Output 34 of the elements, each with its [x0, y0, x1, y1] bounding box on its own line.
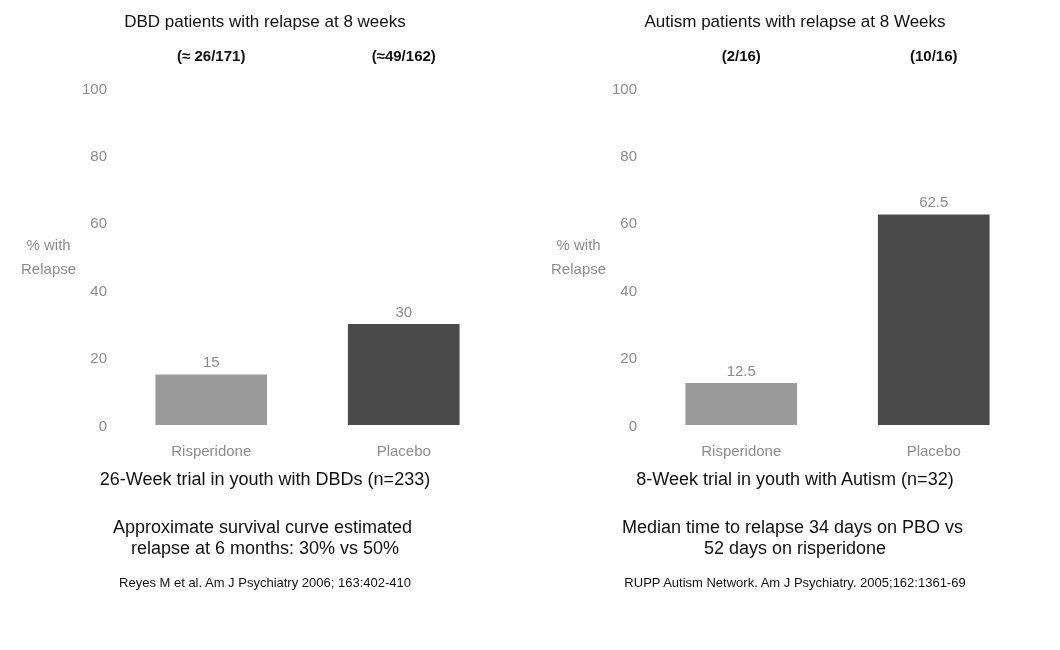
data-label: 62.5: [919, 193, 949, 211]
data-label: 15: [202, 353, 220, 371]
y-tick-label: 100: [611, 79, 637, 97]
y-tick-label: 60: [90, 214, 107, 232]
y-tick-label: 20: [620, 349, 637, 367]
y-axis-title: % with Relapse: [21, 236, 77, 277]
text: (≈49/162): [371, 47, 436, 64]
y-tick-label: 80: [90, 146, 107, 164]
y-tick-label: 100: [81, 79, 107, 97]
text: RUPP Autism Network. Am J Psychiatry. 2005;162:1361-69: [624, 575, 966, 590]
y-tick-label: 0: [98, 416, 107, 434]
y-tick-label: 0: [628, 416, 637, 434]
text: (≈ 26/171): [177, 47, 246, 64]
text: Reyes M et al. Am J Psychiatry 2006; 163:402-410: [119, 575, 411, 590]
chart-title: Autism patients with relapse at 8 Weeks: [644, 12, 946, 31]
text: Approximate survival curve estimated relapse at 6 months: 30% vs 50%: [112, 516, 418, 558]
data-label: 12.5: [726, 361, 756, 379]
text: (10/16): [909, 47, 958, 64]
x-tick-label: Risperidone: [171, 442, 252, 459]
data-label: 30: [395, 302, 413, 320]
y-tick-label: 60: [620, 214, 637, 232]
y-tick-label: 40: [90, 281, 107, 299]
y-axis-title: % with Relapse: [551, 236, 607, 277]
text: Median time to relapse 34 days on PBO vs 52 days on risperidone: [621, 516, 969, 558]
x-tick-label: Placebo: [376, 442, 431, 459]
y-tick-label: 40: [620, 281, 637, 299]
y-tick-label: 80: [620, 146, 637, 164]
x-tick-label: Risperidone: [701, 442, 782, 459]
text: (2/16): [721, 47, 761, 64]
chart-title: DBD patients with relapse at 8 weeks: [124, 12, 406, 31]
x-tick-label: Placebo: [906, 442, 961, 459]
y-tick-label: 20: [90, 349, 107, 367]
text: 26-Week trial in youth with DBDs (n=233): [99, 469, 431, 489]
text: 8-Week trial in youth with Autism (n=32): [636, 469, 954, 489]
